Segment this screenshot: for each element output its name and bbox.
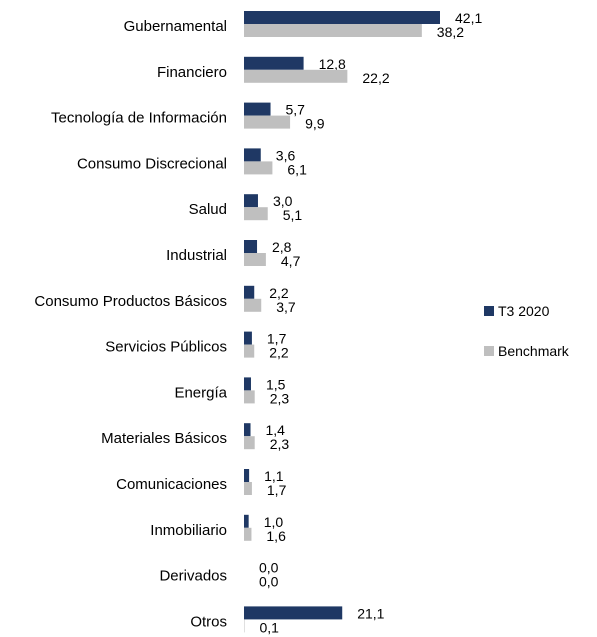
value-label-benchmark-salud: 5,1 xyxy=(283,207,303,223)
bar-benchmark-tecnologia-de-informacion xyxy=(244,115,291,129)
bar-benchmark-gubernamental xyxy=(244,24,422,37)
category-label-inmobiliario: Inmobiliario xyxy=(150,522,227,539)
category-label-comunicaciones: Comunicaciones xyxy=(116,476,227,493)
value-label-benchmark-servicios-publicos: 2,2 xyxy=(269,345,289,361)
bar-benchmark-comunicaciones xyxy=(244,482,252,495)
legend-swatch-t3-2020 xyxy=(484,306,494,316)
bar-t3-2020-otros xyxy=(244,606,343,620)
category-label-salud: Salud xyxy=(189,201,227,218)
value-label-t3-2020-otros: 21,1 xyxy=(357,605,384,621)
bar-benchmark-materiales-basicos xyxy=(244,436,255,450)
value-label-benchmark-gubernamental: 38,2 xyxy=(437,24,464,40)
bar-benchmark-energia xyxy=(244,390,255,404)
value-label-t3-2020-industrial: 2,8 xyxy=(272,239,292,255)
value-label-benchmark-industrial: 4,7 xyxy=(281,253,301,269)
bar-t3-2020-energia xyxy=(244,377,251,391)
value-label-t3-2020-financiero: 12,8 xyxy=(319,56,346,72)
category-label-consumo-discrecional: Consumo Discrecional xyxy=(77,155,227,172)
legend-label-benchmark: Benchmark xyxy=(498,343,569,359)
category-label-tecnologia-de-informacion: Tecnología de Información xyxy=(51,110,227,127)
bar-t3-2020-financiero xyxy=(244,56,304,70)
category-label-servicios-publicos: Servicios Públicos xyxy=(105,339,227,356)
bar-benchmark-servicios-publicos xyxy=(244,344,255,358)
category-label-financiero: Financiero xyxy=(157,64,227,81)
value-label-t3-2020-servicios-publicos: 1,7 xyxy=(267,331,287,347)
value-label-benchmark-consumo-discrecional: 6,1 xyxy=(287,161,307,177)
bar-benchmark-inmobiliario xyxy=(244,527,252,541)
bar-t3-2020-comunicaciones xyxy=(244,469,250,482)
value-label-t3-2020-materiales-basicos: 1,4 xyxy=(266,422,286,438)
value-label-benchmark-derivados: 0,0 xyxy=(259,574,279,590)
value-label-benchmark-tecnologia-de-informacion: 9,9 xyxy=(305,116,325,132)
bar-t3-2020-industrial xyxy=(244,240,258,253)
value-label-t3-2020-tecnologia-de-informacion: 5,7 xyxy=(286,102,306,118)
value-label-t3-2020-salud: 3,0 xyxy=(273,193,293,209)
legend-item-benchmark: Benchmark xyxy=(484,341,594,381)
legend-swatch-benchmark xyxy=(484,346,494,356)
category-label-energia: Energía xyxy=(174,384,227,401)
bar-t3-2020-tecnologia-de-informacion xyxy=(244,102,271,116)
bar-benchmark-industrial xyxy=(244,253,266,266)
legend: T3 2020 Benchmark xyxy=(484,301,594,381)
bar-t3-2020-materiales-basicos xyxy=(244,423,251,437)
value-label-t3-2020-energia: 1,5 xyxy=(266,376,286,392)
value-label-benchmark-financiero: 22,2 xyxy=(362,70,389,86)
value-label-t3-2020-consumo-discrecional: 3,6 xyxy=(276,147,296,163)
value-label-benchmark-comunicaciones: 1,7 xyxy=(267,482,287,498)
value-label-benchmark-materiales-basicos: 2,3 xyxy=(270,436,290,452)
category-label-derivados: Derivados xyxy=(159,568,227,585)
value-label-t3-2020-inmobiliario: 1,0 xyxy=(264,514,284,530)
bar-benchmark-consumo-discrecional xyxy=(244,161,273,175)
category-label-materiales-basicos: Materiales Básicos xyxy=(101,430,227,447)
bar-t3-2020-inmobiliario xyxy=(244,514,249,528)
value-label-benchmark-otros: 0,1 xyxy=(260,619,280,635)
bar-benchmark-consumo-productos-basicos xyxy=(244,298,262,312)
value-label-t3-2020-derivados: 0,0 xyxy=(259,560,279,576)
bar-t3-2020-consumo-productos-basicos xyxy=(244,285,255,299)
value-label-t3-2020-consumo-productos-basicos: 2,2 xyxy=(269,285,289,301)
value-label-t3-2020-gubernamental: 42,1 xyxy=(455,10,482,26)
bar-benchmark-financiero xyxy=(244,69,348,83)
value-label-benchmark-inmobiliario: 1,6 xyxy=(266,528,286,544)
bar-benchmark-salud xyxy=(244,207,268,221)
category-label-otros: Otros xyxy=(190,613,227,630)
bar-t3-2020-consumo-discrecional xyxy=(244,148,261,162)
bar-t3-2020-salud xyxy=(244,194,258,208)
bar-t3-2020-servicios-publicos xyxy=(244,331,252,345)
category-label-consumo-productos-basicos: Consumo Productos Básicos xyxy=(34,293,227,310)
value-label-benchmark-energia: 2,3 xyxy=(270,390,290,406)
category-label-gubernamental: Gubernamental xyxy=(124,18,227,35)
bar-t3-2020-gubernamental xyxy=(244,11,440,24)
category-label-industrial: Industrial xyxy=(166,247,227,264)
value-label-benchmark-consumo-productos-basicos: 3,7 xyxy=(276,299,296,315)
legend-label-t3-2020: T3 2020 xyxy=(498,303,550,319)
legend-item-t3-2020: T3 2020 xyxy=(484,301,594,341)
value-label-t3-2020-comunicaciones: 1,1 xyxy=(264,468,284,484)
